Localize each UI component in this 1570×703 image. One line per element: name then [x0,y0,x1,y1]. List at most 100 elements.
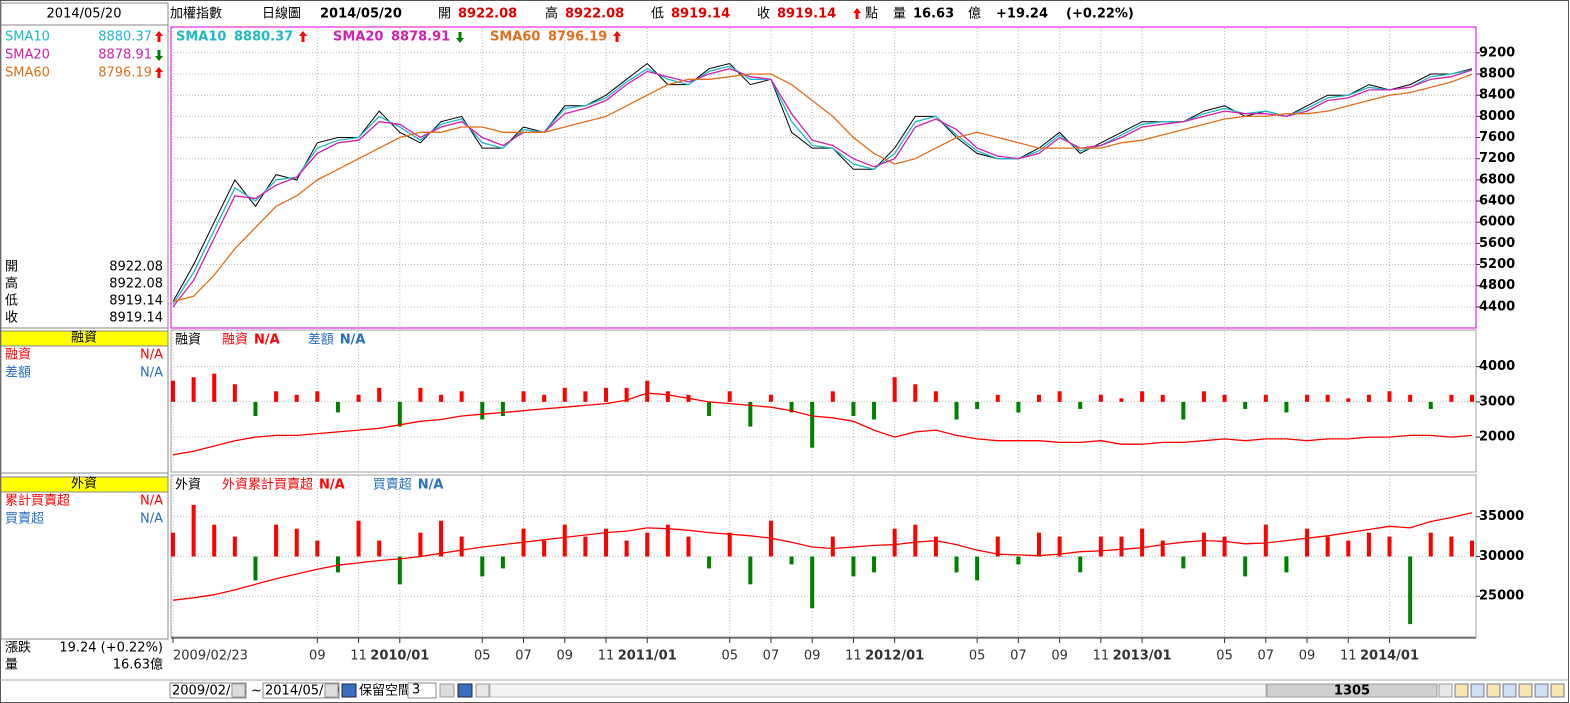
y-tick-label: 8800 [1479,67,1515,82]
x-tick-label: 07 [1258,649,1275,664]
bar [933,536,938,557]
side-ma-name: SMA20 [5,48,50,63]
scroll-right[interactable] [1438,683,1453,698]
bar [810,401,815,448]
side-row-value: N/A [140,494,163,509]
bar [274,524,279,557]
y-tick-label: 6400 [1479,194,1515,209]
bar [1119,536,1124,557]
tool-icon[interactable] [1470,683,1485,698]
dropdown-button[interactable] [231,683,246,698]
x-tick-label: 09 [1051,649,1068,664]
legend-name: SMA10 [176,30,226,45]
scroll-thumb[interactable] [1266,683,1438,698]
bar [1408,556,1413,625]
bar [851,401,856,416]
bar [542,394,547,402]
keep-input[interactable] [407,682,437,699]
bar [1037,394,1041,402]
tool-icon[interactable] [1454,683,1469,698]
keep-label: 保留空間 [359,684,411,699]
bar [830,536,835,557]
bar [274,391,279,402]
tool-icon[interactable] [1502,683,1517,698]
date-from[interactable] [169,682,247,699]
bar [1346,540,1351,557]
series-line [172,68,1473,308]
bar [1470,540,1474,557]
bar [1305,528,1310,557]
period: 日線圖 [262,6,301,22]
tilde: ~ [251,684,262,699]
bar [789,401,794,413]
side-row-label: 差額 [5,366,31,381]
bar [1037,532,1041,557]
bar [995,394,1000,402]
bar [1408,394,1413,402]
y-tick-label: 8000 [1479,109,1515,124]
bar [377,540,382,557]
legend-value: N/A [254,333,280,348]
bar [1098,394,1103,402]
legend-name: 融資 [222,333,248,348]
bar [377,387,382,402]
margin-title-box [0,330,169,347]
y-tick-label: 3000 [1479,394,1515,409]
y-tick-label: 5200 [1479,257,1515,272]
side-ma-value: 8878.91 [98,48,152,63]
bar [191,504,196,557]
bar [1243,401,1248,409]
keep-value: 3 [412,683,420,698]
volume-label: 量 [893,7,906,22]
bar [439,520,444,557]
bar [1366,394,1371,402]
bar [1181,556,1186,569]
series-line [172,73,1473,303]
legend-value: 8878.91 [391,30,450,45]
bar [954,401,959,420]
legend-name: SMA60 [490,30,540,45]
icon-button[interactable] [457,683,473,698]
open-label: 開 [438,7,451,22]
date-from-text: 2009/02/23 [172,684,247,699]
bar [810,556,815,609]
side-ohlc-label: 高 [5,276,18,292]
scroll-track [489,683,1267,698]
bar [1470,394,1474,402]
side-section-title: 融資 [71,331,97,346]
tool-icon[interactable] [1550,683,1565,698]
bar [1160,394,1165,402]
change: +19.24 [996,7,1048,22]
bar [562,524,567,557]
bar [542,540,547,557]
bar [995,536,1000,557]
up-arrow [155,31,163,42]
side-date-box [0,2,169,26]
legend-value: 8880.37 [234,30,293,45]
side-row-label: 融資 [5,348,31,363]
x-tick-label: 2009/02/23 [173,649,248,664]
y-tick-label: 4400 [1479,299,1515,314]
series-line [172,512,1473,601]
bar [1181,401,1186,420]
bar [1222,394,1227,402]
date-to-text: 2014/05/20 [265,684,340,699]
bar [1078,401,1083,409]
bar [789,556,794,565]
bar [727,391,732,402]
bar [1325,536,1330,557]
date-to[interactable] [262,682,340,699]
x-tick-label: 05 [721,649,738,664]
tool-icon[interactable] [1534,683,1549,698]
apply-button[interactable] [341,683,357,698]
side-ohlc-label: 開 [5,260,18,275]
scroll-left[interactable] [475,683,490,698]
bar [418,532,423,557]
spin-button[interactable] [439,683,455,698]
bar [397,556,402,585]
tool-icon[interactable] [1486,683,1501,698]
dropdown-button[interactable] [324,683,339,698]
tool-icon[interactable] [1518,683,1533,698]
y-tick-label: 7600 [1479,130,1515,145]
